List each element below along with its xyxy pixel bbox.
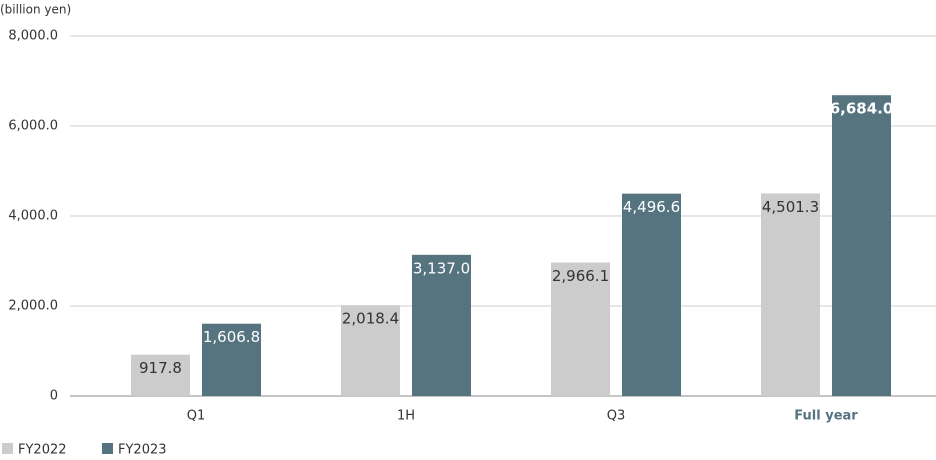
x-tick-label: Q1 (187, 409, 206, 424)
legend-label: FY2022 (18, 443, 67, 457)
y-tick-label: 8,000.0 (8, 29, 58, 44)
bar (341, 305, 400, 396)
value-label: 1,606.8 (203, 328, 260, 346)
bar (202, 323, 261, 396)
value-label: 2,018.4 (342, 310, 399, 328)
y-tick-label: 2,000.0 (8, 299, 58, 314)
y-tick-label: 4,000.0 (8, 209, 58, 224)
x-tick-label: 1H (397, 409, 415, 424)
y-axis-label: (billion yen) (0, 3, 71, 17)
bar (832, 95, 891, 396)
x-tick-label: Q3 (607, 409, 626, 424)
value-label: 4,501.3 (762, 198, 819, 216)
legend-swatch (102, 443, 113, 454)
bar (131, 354, 190, 396)
legend-swatch (2, 443, 13, 454)
bar (412, 254, 471, 396)
legend-label: FY2023 (118, 443, 167, 457)
value-label: 3,137.0 (413, 259, 470, 277)
value-label: 917.8 (139, 359, 182, 377)
bar (761, 193, 820, 396)
x-tick-label: Full year (794, 409, 858, 424)
value-label: 2,966.1 (552, 267, 609, 285)
value-label: 6,684.0 (830, 100, 894, 118)
y-tick-label: 6,000.0 (8, 119, 58, 134)
value-label: 4,496.6 (623, 198, 680, 216)
y-tick-label: 0 (50, 389, 58, 404)
bar (622, 193, 681, 396)
bar (551, 262, 610, 396)
